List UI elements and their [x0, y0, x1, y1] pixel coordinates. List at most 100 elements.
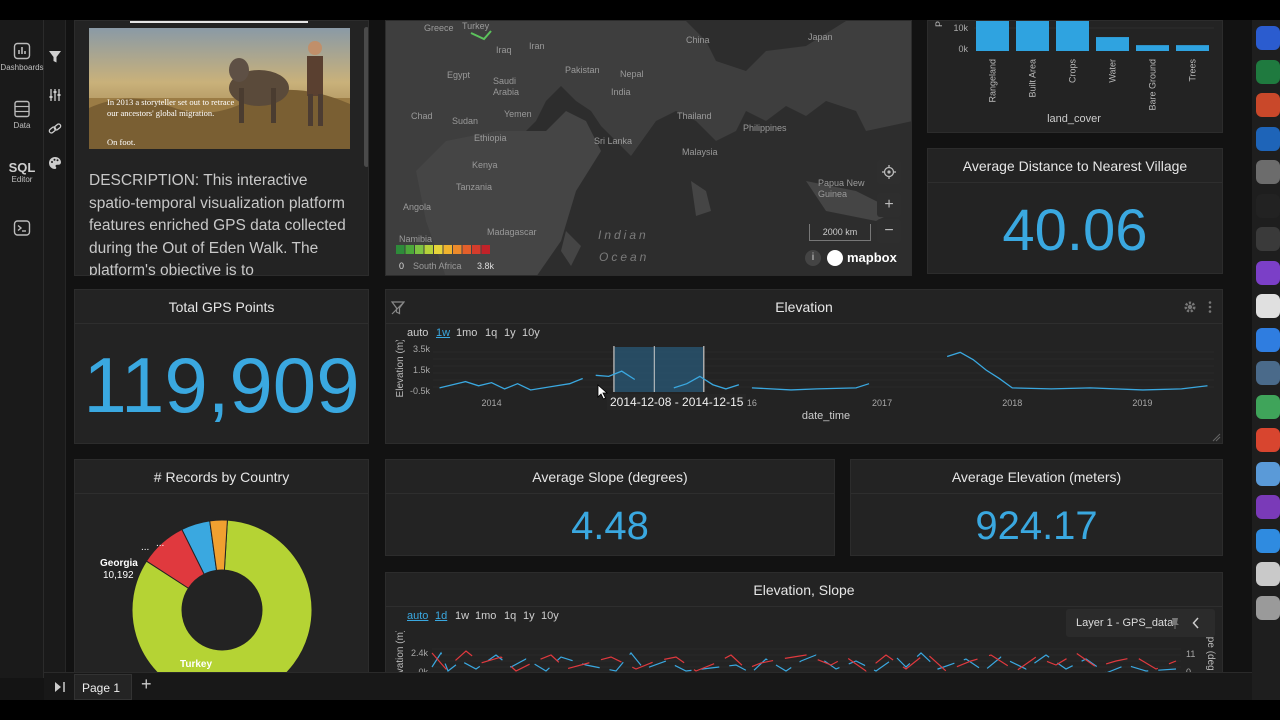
map-label-thailand: Thailand	[677, 111, 712, 121]
link-icon[interactable]	[48, 122, 62, 136]
dock-app-icon[interactable]	[1256, 59, 1280, 84]
map-label-malaysia: Malaysia	[682, 147, 718, 157]
donut-slice[interactable]	[209, 519, 228, 571]
resize-handle-icon[interactable]	[1212, 433, 1221, 442]
dock-app-icon[interactable]	[1256, 126, 1280, 151]
collapse-panel-icon[interactable]	[54, 681, 66, 693]
y-tick-label: -0.5k	[410, 386, 431, 396]
elevation-series-line[interactable]	[431, 651, 1177, 674]
elevation-panel: Elevation auto 1w 1mo 1q 1y 10y Elevatio…	[385, 289, 1223, 444]
mapbox-attribution[interactable]: mapbox	[847, 250, 897, 265]
land-cover-bar[interactable]	[1056, 21, 1089, 51]
es-range-1w[interactable]: 1w	[455, 610, 470, 622]
dashboard-canvas: In 2013 a storyteller set out to retrace…	[66, 20, 1252, 678]
hero-photo: In 2013 a storyteller set out to retrace…	[89, 28, 350, 149]
photo-caption: In 2013 a storyteller set out to retrace…	[107, 97, 235, 118]
left-nav-rail: Dashboards Data SQL Editor	[0, 20, 44, 678]
dock-app-icon[interactable]	[1256, 562, 1280, 586]
nav-sql-editor[interactable]: SQL Editor	[0, 160, 44, 184]
elevation-series-line[interactable]	[751, 383, 870, 391]
gear-icon[interactable]	[1183, 300, 1197, 314]
es-range-10y[interactable]: 10y	[541, 610, 559, 622]
layer-selector[interactable]: Layer 1 - GPS_data	[1066, 609, 1215, 637]
range-1mo[interactable]: 1mo	[456, 327, 478, 339]
donut-slice[interactable]	[131, 519, 313, 678]
es-range-1q[interactable]: 1q	[504, 610, 517, 622]
land-cover-bar[interactable]	[1176, 45, 1209, 51]
records-donut-chart[interactable]: Turkey99,761Georgia10,192......	[75, 494, 369, 678]
elevation-series-line[interactable]	[439, 377, 583, 391]
dock-app-icon[interactable]	[1256, 528, 1280, 553]
elevation-series-line[interactable]	[673, 375, 740, 390]
legend-swatch	[396, 245, 405, 254]
map-panel[interactable]: Greece Turkey Iraq Iran China Japan Egyp…	[385, 20, 912, 276]
elevation-series-line[interactable]	[595, 370, 636, 381]
range-1y[interactable]: 1y	[504, 327, 516, 339]
es-range-1mo[interactable]: 1mo	[475, 610, 497, 622]
dock-app-icon[interactable]	[1256, 160, 1280, 184]
avg-elevation-title: Average Elevation (meters)	[851, 460, 1222, 494]
zoom-out-button[interactable]: −	[877, 219, 901, 243]
sql-icon: SQL	[8, 160, 36, 175]
range-1w[interactable]: 1w	[436, 327, 451, 339]
pin-icon[interactable]	[1170, 617, 1180, 629]
map-label-saudi-arabia: Saudi Arabia	[493, 76, 520, 97]
land-cover-bar[interactable]	[1096, 37, 1129, 51]
range-1q[interactable]: 1q	[485, 327, 498, 339]
es-range-1d[interactable]: 1d	[435, 610, 448, 622]
elevation-slope-chart[interactable]: vation (m)2.4k0k110ope (deg	[386, 631, 1223, 678]
land-cover-bar[interactable]	[1136, 45, 1169, 51]
header-underline	[130, 21, 308, 23]
filter-off-icon[interactable]	[391, 301, 405, 315]
nav-data[interactable]: Data	[0, 100, 44, 130]
locate-button[interactable]	[877, 160, 901, 184]
zoom-in-button[interactable]: +	[877, 193, 901, 217]
dock-app-icon[interactable]	[1256, 361, 1280, 385]
palette-icon[interactable]	[48, 156, 62, 170]
land-cover-bar[interactable]	[1016, 21, 1049, 51]
map-label-iran: Iran	[529, 41, 545, 51]
dock-app-icon[interactable]	[1256, 461, 1280, 486]
legend-max: 3.8k	[477, 261, 495, 271]
legend-min: 0	[399, 261, 405, 271]
dock-app-icon[interactable]	[1256, 260, 1280, 285]
y2-axis-label: ope (deg	[1205, 631, 1216, 670]
dock-app-icon[interactable]	[1256, 193, 1280, 218]
elevation-series-line[interactable]	[946, 351, 1208, 391]
dock-app-icon[interactable]	[1256, 93, 1280, 117]
dock-app-icon[interactable]	[1256, 327, 1280, 352]
dock-app-icon[interactable]	[1256, 394, 1280, 419]
range-auto[interactable]: auto	[407, 327, 429, 339]
dock-app-icon[interactable]	[1256, 495, 1280, 519]
chevron-left-icon[interactable]	[1192, 617, 1200, 629]
app-dock	[1252, 20, 1280, 700]
es-range-auto[interactable]: auto	[407, 610, 429, 622]
dock-app-icon[interactable]	[1256, 595, 1280, 620]
map-label-turkey: Turkey	[462, 21, 490, 31]
dock-app-icon[interactable]	[1256, 26, 1280, 50]
dock-app-icon[interactable]	[1256, 227, 1280, 251]
map-label-pakistan: Pakistan	[565, 65, 600, 75]
bottom-black-bar	[0, 700, 1280, 720]
info-icon[interactable]: i	[805, 250, 821, 266]
brush-selection[interactable]	[613, 347, 704, 392]
elevation-chart[interactable]: Elevation (m)3.5k1.5k-0.5k20142016201720…	[386, 340, 1223, 430]
add-page-button[interactable]: +	[141, 674, 152, 694]
nav-terminal[interactable]	[0, 219, 44, 240]
description-scrollbar[interactable]	[364, 27, 368, 167]
more-vertical-icon[interactable]	[1207, 300, 1213, 314]
description-text: DESCRIPTION: This interactive spatio-tem…	[89, 172, 346, 276]
nav-sql-editor-label: Editor	[11, 175, 33, 184]
elevation-slope-title: Elevation, Slope	[386, 573, 1222, 607]
es-range-1y[interactable]: 1y	[523, 610, 535, 622]
sliders-icon[interactable]	[48, 88, 62, 102]
nav-dashboards[interactable]: Dashboards	[0, 42, 44, 72]
dock-app-icon[interactable]	[1256, 428, 1280, 452]
dock-app-icon[interactable]	[1256, 294, 1280, 318]
slope-series-line[interactable]	[431, 650, 1177, 672]
filter-icon[interactable]	[48, 50, 62, 64]
range-10y[interactable]: 10y	[522, 327, 540, 339]
records-by-country-panel: # Records by Country Turkey99,761Georgia…	[74, 459, 369, 678]
land-cover-bar[interactable]	[976, 21, 1009, 51]
page-tab-1[interactable]: Page 1	[74, 674, 132, 700]
